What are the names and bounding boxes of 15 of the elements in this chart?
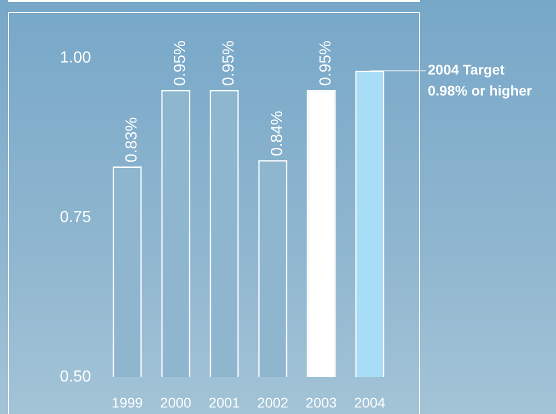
data-label: 0.84% bbox=[269, 110, 286, 156]
x-tick-label: 2001 bbox=[208, 394, 240, 410]
x-tick-label: 1999 bbox=[112, 394, 144, 410]
annotation: 2004 Target 0.98% or higher bbox=[428, 62, 533, 99]
y-tick-label: 0.75 bbox=[60, 208, 92, 226]
data-label: 0.95% bbox=[220, 40, 238, 86]
data-label: 0.95% bbox=[318, 40, 335, 86]
y-tick-label: 0.50 bbox=[60, 368, 92, 386]
y-tick-label: 1.00 bbox=[60, 49, 92, 66]
x-tick-label: 2004 bbox=[354, 394, 386, 410]
x-tick-label: 2003 bbox=[306, 394, 338, 410]
data-label: 0.95% bbox=[172, 40, 190, 86]
data-label: 0.83% bbox=[124, 117, 141, 162]
x-tick-label: 2002 bbox=[257, 394, 289, 410]
x-tick-label: 2000 bbox=[160, 394, 192, 410]
